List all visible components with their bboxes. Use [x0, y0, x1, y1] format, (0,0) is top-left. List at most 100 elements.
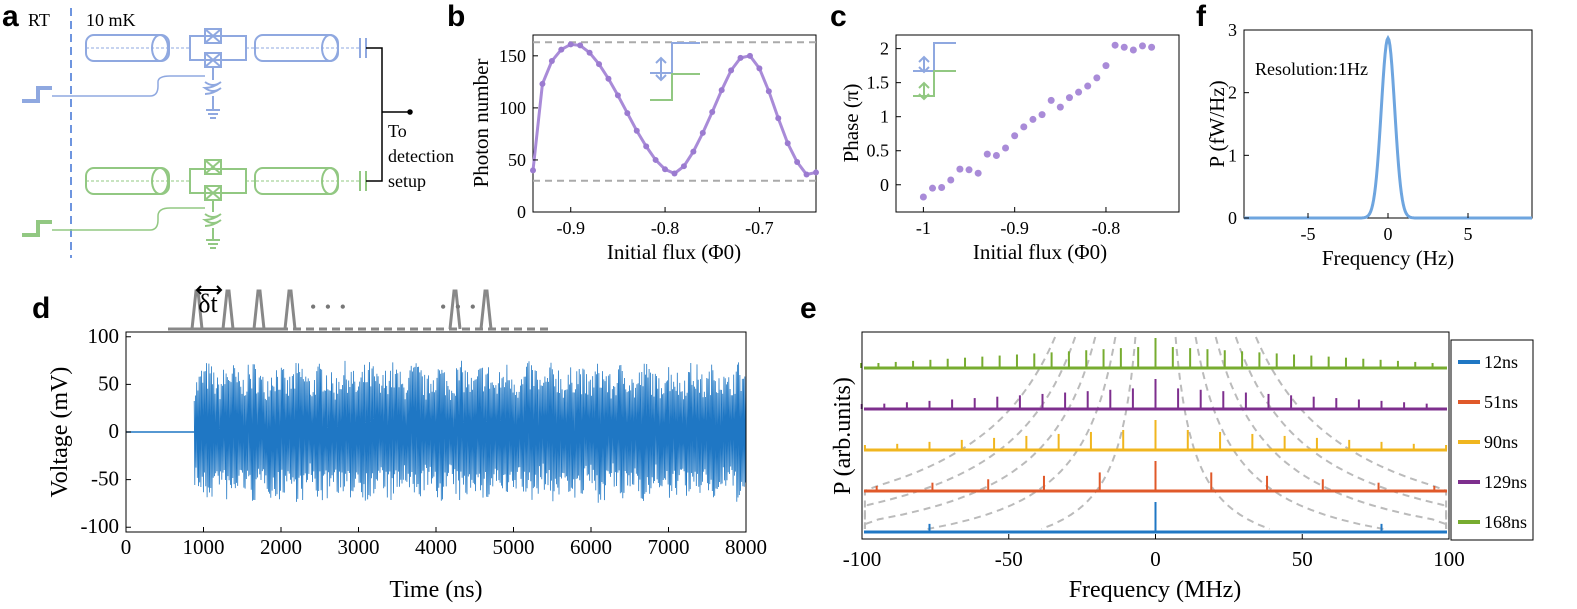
data-point [596, 61, 603, 68]
x-tick-label: 1000 [183, 535, 225, 559]
data-point [965, 166, 973, 174]
data-point [530, 167, 536, 174]
data-point [1011, 132, 1019, 140]
temperature-label: 10 mK [86, 10, 136, 30]
pulse [479, 289, 493, 330]
y-tick-label: -100 [81, 514, 120, 538]
data-point [709, 109, 716, 116]
y-tick-label: 50 [98, 371, 119, 395]
pulse [283, 289, 297, 330]
green-resonator [22, 159, 367, 249]
output-combiner [366, 47, 413, 182]
data-point [624, 110, 631, 117]
data-point [919, 193, 927, 201]
x-axis-label: Initial flux (Φ0) [973, 240, 1107, 264]
data-point [671, 170, 678, 177]
voltage-trace-chart: δt • • • • • • 0 1000 2000 3000 4000 5000 6000… [47, 285, 767, 603]
data-point [539, 80, 546, 87]
ellipsis-1: • • • [310, 297, 348, 317]
x-tick-label: -0.9 [1000, 218, 1029, 238]
data-point [974, 169, 982, 177]
panel-label-c: c [830, 0, 847, 33]
panel-label-d: d [32, 292, 50, 325]
output-label-line-3: setup [388, 171, 426, 191]
y-tick-label: 1 [880, 107, 889, 127]
y-tick-label: -50 [91, 467, 119, 491]
guide-curve [1254, 336, 1448, 529]
y-tick-label: 0 [517, 202, 526, 222]
y-tick-label: 2 [1228, 83, 1237, 103]
y-tick-label: 100 [499, 98, 526, 118]
legend-label: 51ns [1484, 392, 1518, 412]
data-point [1129, 46, 1137, 54]
rt-label: RT [28, 10, 50, 30]
x-tick-label: 8000 [725, 535, 767, 559]
guide-curve [1214, 336, 1448, 529]
spectrum-peak-line [1244, 34, 1532, 220]
x-tick-label: 0 [1150, 547, 1161, 571]
data-point [652, 156, 659, 163]
x-tick-label: -5 [1301, 224, 1316, 244]
y-axis-label: Phase (π) [839, 84, 863, 163]
x-tick-label: -50 [995, 547, 1023, 571]
circuit-schematic: RT 10 mK [22, 8, 454, 258]
y-tick-label: 0 [1228, 208, 1237, 228]
x-tick-label: 6000 [570, 535, 612, 559]
x-tick-label: -100 [843, 547, 882, 571]
data-point [929, 184, 937, 192]
output-label-line-1: To [388, 121, 407, 141]
data-point [1138, 42, 1146, 50]
data-point [775, 115, 782, 122]
data-point [1002, 144, 1010, 152]
data-point [567, 41, 574, 48]
guide-curve [863, 336, 1077, 529]
pulse [221, 289, 235, 330]
pulse [252, 289, 266, 330]
data-point [548, 58, 555, 65]
data-point [699, 129, 706, 136]
y-tick-label: 100 [88, 324, 120, 348]
guide-curve [1174, 336, 1270, 530]
data-point [1120, 43, 1128, 51]
y-axis-label: Photon number [469, 59, 493, 188]
y-tick-label: 150 [499, 46, 526, 66]
x-tick-label: 0 [121, 535, 132, 559]
panel-label-f: f [1196, 0, 1207, 33]
data-point [1056, 103, 1064, 111]
y-axis-label: P (fW/Hz) [1205, 80, 1229, 167]
data-point [643, 143, 650, 150]
guide-curve [863, 336, 1097, 529]
y-tick-label: 0 [109, 419, 120, 443]
resolution-annotation: Resolution:1Hz [1255, 59, 1368, 79]
guide-curve [1194, 336, 1384, 530]
y-tick-label: 50 [508, 150, 526, 170]
x-tick-label: 7000 [648, 535, 690, 559]
guide-curve [863, 336, 1057, 529]
y-tick-label: 0.5 [867, 141, 890, 161]
pulse-spacing-arrow [195, 285, 223, 295]
guide-curve [1234, 336, 1448, 529]
data-point [633, 127, 640, 134]
data-point [813, 169, 819, 176]
data-point [803, 171, 810, 178]
data-point [1075, 88, 1083, 96]
x-axis-label: Time (ns) [389, 577, 482, 603]
data-point [1047, 96, 1055, 104]
data-point [746, 52, 753, 59]
x-tick-label: -1 [916, 218, 931, 238]
x-tick-label: 0 [1384, 224, 1393, 244]
data-point [718, 87, 725, 94]
frequency-spectrum-chart: -100 -50 0 50 100 12ns 51ns 90ns 129ns 168ns Fre… [830, 331, 1534, 603]
x-tick-label: 4000 [415, 535, 457, 559]
phase-chart: -1 -0.9 -0.8 0 0.5 1 1.5 2 Initial flux (Φ0) Ph… [839, 34, 1180, 264]
series-line [531, 42, 817, 177]
data-point [756, 65, 763, 72]
data-point [1148, 43, 1156, 51]
data-point [794, 159, 801, 166]
panel-label-e: e [800, 292, 817, 325]
guide-curve [1041, 336, 1137, 530]
data-point [1029, 115, 1037, 123]
x-tick-label: -0.8 [1092, 218, 1121, 238]
legend-label: 129ns [1484, 472, 1527, 492]
